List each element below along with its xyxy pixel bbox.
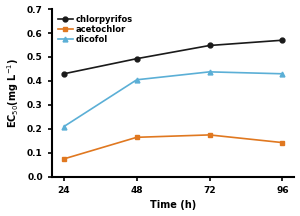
dicofol	[135, 78, 139, 81]
chlorpyrifos	[280, 39, 284, 41]
Line: acetochlor: acetochlor	[61, 132, 285, 161]
acetochlor	[135, 136, 139, 139]
chlorpyrifos	[62, 73, 66, 75]
X-axis label: Time (h): Time (h)	[150, 200, 196, 210]
Line: dicofol: dicofol	[61, 69, 285, 129]
chlorpyrifos	[135, 57, 139, 60]
Line: chlorpyrifos: chlorpyrifos	[61, 38, 285, 76]
acetochlor	[208, 134, 211, 136]
Legend: chlorpyrifos, acetochlor, dicofol: chlorpyrifos, acetochlor, dicofol	[56, 13, 134, 46]
acetochlor	[280, 141, 284, 144]
Y-axis label: EC$_{50}$(mg L$^{-1}$): EC$_{50}$(mg L$^{-1}$)	[6, 58, 21, 128]
chlorpyrifos	[208, 44, 211, 47]
dicofol	[208, 71, 211, 73]
dicofol	[62, 125, 66, 128]
acetochlor	[62, 158, 66, 160]
dicofol	[280, 73, 284, 75]
